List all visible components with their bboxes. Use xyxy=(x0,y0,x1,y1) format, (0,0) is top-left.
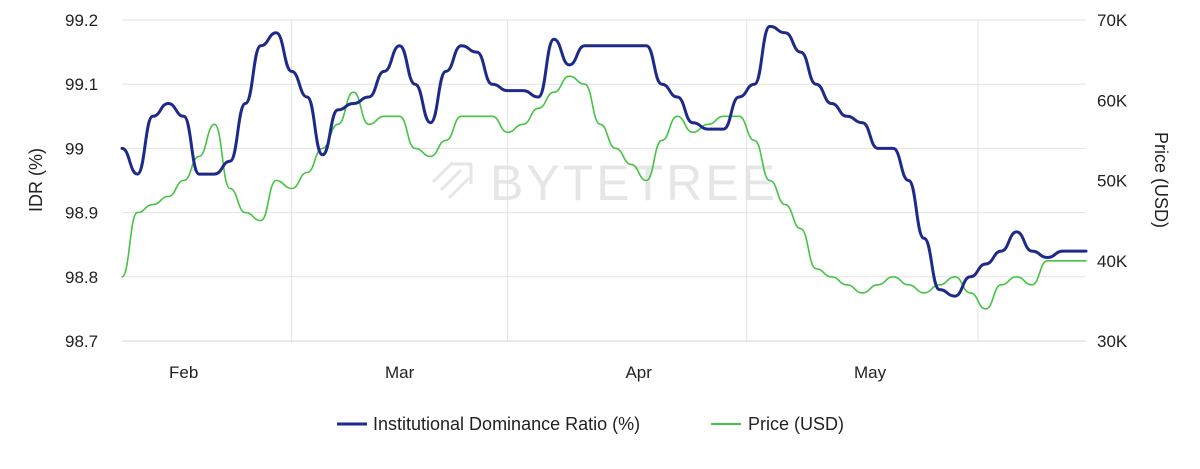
right-axis: 70K 60K 50K 40K 30K xyxy=(1097,11,1128,351)
left-tick-label: 98.9 xyxy=(65,204,98,223)
left-tick-label: 98.8 xyxy=(65,268,98,287)
left-tick-label: 99.2 xyxy=(65,11,98,30)
grid xyxy=(122,19,1086,342)
x-tick-label: Feb xyxy=(169,363,198,382)
watermark-logo-icon xyxy=(431,160,473,200)
watermark: BYTETREE xyxy=(431,155,778,211)
left-tick-label: 98.7 xyxy=(65,332,98,351)
watermark-text: BYTETREE xyxy=(490,155,778,211)
legend-label-price: Price (USD) xyxy=(748,414,844,434)
left-axis-title: IDR (%) xyxy=(26,148,46,212)
right-tick-label: 30K xyxy=(1097,332,1128,351)
x-tick-label: May xyxy=(854,363,887,382)
right-axis-title: Price (USD) xyxy=(1151,132,1171,228)
right-tick-label: 60K xyxy=(1097,91,1128,110)
right-tick-label: 50K xyxy=(1097,172,1128,191)
x-tick-label: Apr xyxy=(625,363,652,382)
x-tick-label: Mar xyxy=(385,363,415,382)
right-tick-label: 40K xyxy=(1097,252,1128,271)
series-line-price xyxy=(121,75,1087,310)
right-tick-label: 70K xyxy=(1097,11,1128,30)
left-axis: 99.2 99.1 99 98.9 98.8 98.7 xyxy=(65,11,98,351)
left-tick-label: 99.1 xyxy=(65,75,98,94)
legend-label-idr: Institutional Dominance Ratio (%) xyxy=(373,414,640,434)
x-axis: Feb Mar Apr May xyxy=(169,363,887,382)
legend-item-price[interactable]: Price (USD) xyxy=(711,414,844,434)
legend-item-idr[interactable]: Institutional Dominance Ratio (%) xyxy=(337,414,640,434)
legend: Institutional Dominance Ratio (%) Price … xyxy=(337,414,844,434)
series-layer xyxy=(120,24,1088,310)
series-line-idr xyxy=(120,24,1088,298)
left-tick-label: 99 xyxy=(65,139,84,158)
